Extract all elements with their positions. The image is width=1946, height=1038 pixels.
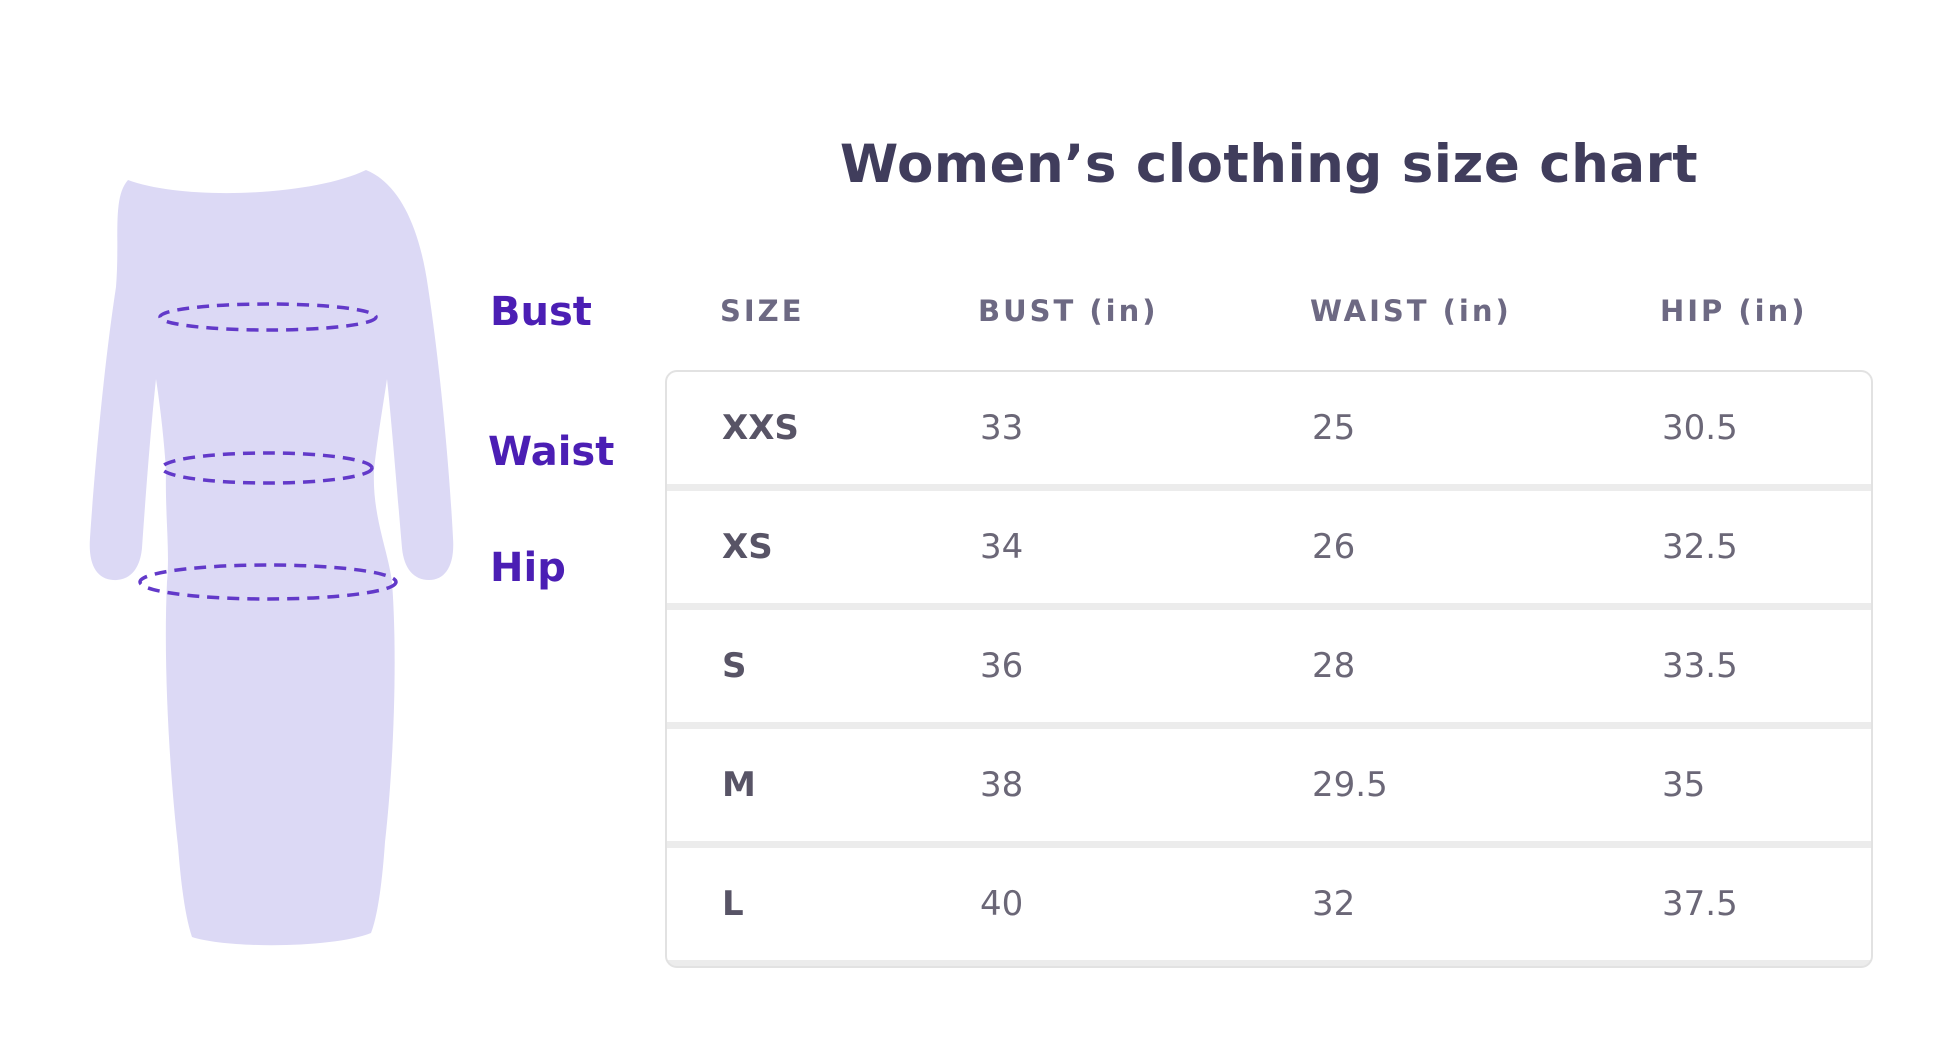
- table-row: XXS 33 25 30.5: [667, 372, 1871, 484]
- size-value: L: [722, 884, 744, 924]
- table-header-row: SIZE BUST (in) WAIST (in) HIP (in): [665, 288, 1873, 334]
- hip-measure-line: [138, 563, 398, 601]
- size-value: XS: [722, 527, 773, 567]
- size-value: XXS: [722, 408, 799, 448]
- waist-label: Waist: [488, 429, 615, 475]
- bust-value: 38: [980, 765, 1024, 805]
- hip-value: 30.5: [1662, 408, 1738, 448]
- table-row: L 40 32 37.5: [667, 848, 1871, 960]
- bust-value: 34: [980, 527, 1024, 567]
- bust-value: 33: [980, 408, 1024, 448]
- size-value: M: [722, 765, 756, 805]
- hip-label: Hip: [490, 545, 566, 591]
- column-header-bust: BUST (in): [978, 294, 1159, 328]
- table-row: M 38 29.5 35: [667, 729, 1871, 841]
- column-header-size: SIZE: [720, 294, 805, 328]
- page-title: Women’s clothing size chart: [839, 134, 1699, 195]
- bust-label: Bust: [490, 289, 592, 335]
- table-row: S 36 28 33.5: [667, 610, 1871, 722]
- table-row: XS 34 26 32.5: [667, 491, 1871, 603]
- dress-silhouette: [89, 170, 454, 946]
- size-value: S: [722, 646, 747, 686]
- hip-value: 32.5: [1662, 527, 1738, 567]
- waist-measure-line: [160, 451, 374, 485]
- column-header-waist: WAIST (in): [1310, 294, 1512, 328]
- bust-measure-line: [158, 302, 378, 332]
- waist-value: 32: [1312, 884, 1356, 924]
- waist-value: 29.5: [1312, 765, 1388, 805]
- hip-value: 35: [1662, 765, 1706, 805]
- waist-value: 26: [1312, 527, 1356, 567]
- hip-value: 33.5: [1662, 646, 1738, 686]
- bust-value: 36: [980, 646, 1024, 686]
- size-table: XXS 33 25 30.5 XS 34 26 32.5 S 36 28 33.…: [665, 370, 1873, 968]
- waist-value: 28: [1312, 646, 1356, 686]
- hip-value: 37.5: [1662, 884, 1738, 924]
- waist-value: 25: [1312, 408, 1356, 448]
- bust-value: 40: [980, 884, 1024, 924]
- dress-illustration: [89, 170, 454, 946]
- column-header-hip: HIP (in): [1660, 294, 1808, 328]
